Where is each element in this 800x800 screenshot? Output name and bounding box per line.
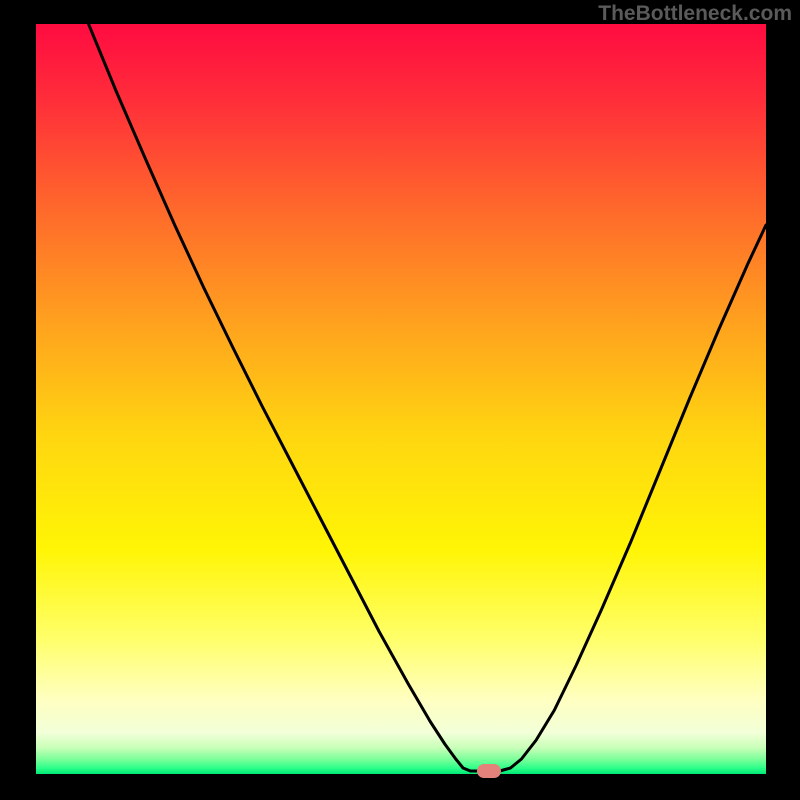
bottleneck-curve [36,24,766,774]
chart-container: TheBottleneck.com [0,0,800,800]
watermark-text: TheBottleneck.com [598,2,792,26]
plot-area [36,24,766,774]
optimal-marker [477,764,501,778]
